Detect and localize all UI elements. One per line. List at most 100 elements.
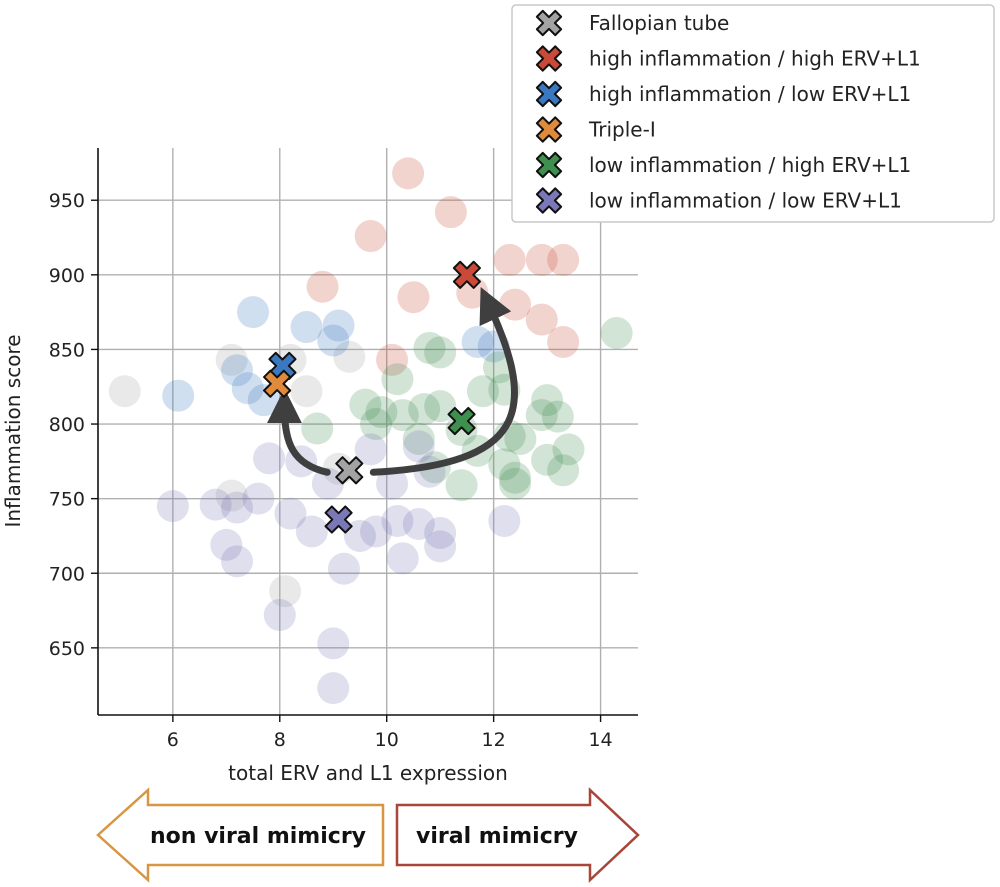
- y-tick-label: 900: [49, 265, 85, 287]
- non-viral-mimicry-label: non viral mimicry: [150, 824, 366, 849]
- data-point-high-inflammation-low-erv-l1: [290, 311, 323, 344]
- data-point-low-inflammation-low-erv-l1: [199, 488, 232, 521]
- data-point-low-inflammation-low-erv-l1: [221, 491, 254, 524]
- y-tick-label: 950: [49, 190, 85, 212]
- data-point-high-inflammation-high-erv-l1: [354, 220, 387, 253]
- data-point-low-inflammation-low-erv-l1: [354, 433, 387, 466]
- data-point-low-inflammation-high-erv-l1: [381, 363, 414, 396]
- data-point-low-inflammation-low-erv-l1: [376, 467, 409, 500]
- non-viral-mimicry-arrow: non viral mimicry: [96, 787, 385, 883]
- data-point-high-inflammation-low-erv-l1: [237, 296, 270, 329]
- centroid-marker-triple-i: [263, 369, 292, 398]
- data-point-fallopian-tube: [215, 343, 248, 376]
- transition-arrows: [266, 287, 518, 476]
- axes: [97, 148, 638, 716]
- non-viral-mimicry-arrow-shape: [96, 787, 385, 883]
- legend-marker-triple-i: [535, 116, 563, 143]
- data-point-low-inflammation-high-erv-l1: [531, 384, 564, 417]
- legend-label-low-inflammation-high-erv-l1: low inflammation / high ERV+L1: [589, 153, 911, 177]
- legend-box: [511, 4, 995, 223]
- data-point-low-inflammation-high-erv-l1: [402, 422, 435, 455]
- data-point-low-inflammation-low-erv-l1: [295, 515, 328, 548]
- viral-mimicry-label: viral mimicry: [416, 824, 578, 849]
- viral-mimicry-arrow-shape: [395, 787, 640, 883]
- data-point-low-inflammation-low-erv-l1: [381, 505, 414, 538]
- data-point-low-inflammation-low-erv-l1: [242, 482, 275, 515]
- centroid-marker-fallopian-tube: [335, 456, 364, 485]
- legend-label-high-inflammation-low-erv-l1: high inflammation / low ERV+L1: [589, 82, 911, 106]
- data-point-fallopian-tube: [215, 479, 248, 512]
- legend-marker-high-inflammation-low-erv-l1: [535, 80, 563, 108]
- data-point-low-inflammation-high-erv-l1: [531, 443, 564, 476]
- legend-marker-low-inflammation-high-erv-l1: [535, 151, 563, 179]
- data-point-low-inflammation-high-erv-l1: [349, 388, 382, 421]
- data-point-low-inflammation-low-erv-l1: [311, 467, 344, 500]
- data-point-low-inflammation-low-erv-l1: [221, 545, 254, 578]
- data-point-fallopian-tube: [290, 375, 323, 408]
- data-point-low-inflammation-low-erv-l1: [263, 599, 296, 632]
- x-tick-label: 8: [274, 729, 286, 751]
- data-point-low-inflammation-low-erv-l1: [253, 442, 286, 475]
- data-point-high-inflammation-low-erv-l1: [162, 379, 195, 412]
- data-point-low-inflammation-high-erv-l1: [499, 461, 532, 494]
- data-point-low-inflammation-high-erv-l1: [541, 400, 574, 433]
- data-point-high-inflammation-high-erv-l1: [525, 243, 558, 276]
- data-point-low-inflammation-low-erv-l1: [317, 672, 350, 705]
- transition-arrow-high-inflammation-high-erv-l1: [369, 287, 518, 476]
- data-point-low-inflammation-high-erv-l1: [600, 317, 633, 350]
- x-tick-label: 10: [375, 729, 399, 751]
- data-point-low-inflammation-low-erv-l1: [343, 519, 376, 552]
- data-point-low-inflammation-high-erv-l1: [424, 336, 457, 369]
- data-point-high-inflammation-high-erv-l1: [376, 343, 409, 376]
- tick-labels: 6 8 10 12 14 650 700 750 800 850 900 950: [49, 190, 613, 751]
- data-point-low-inflammation-high-erv-l1: [525, 399, 558, 432]
- data-point-low-inflammation-high-erv-l1: [547, 454, 580, 487]
- data-point-high-inflammation-high-erv-l1: [547, 243, 580, 276]
- centroid-marker-low-inflammation-high-erv-l1: [447, 406, 476, 436]
- data-point-low-inflammation-low-erv-l1: [327, 552, 360, 585]
- data-point-high-inflammation-high-erv-l1: [306, 270, 339, 303]
- viral-mimicry-arrow: viral mimicry: [395, 787, 640, 883]
- grid: [98, 148, 638, 715]
- data-point-low-inflammation-low-erv-l1: [402, 430, 435, 463]
- legend-marker-fallopian-tube: [535, 9, 563, 37]
- data-points: [108, 157, 633, 705]
- centroid-marker-low-inflammation-low-erv-l1: [324, 505, 353, 534]
- data-point-low-inflammation-low-erv-l1: [274, 497, 307, 530]
- data-point-high-inflammation-high-erv-l1: [392, 157, 425, 190]
- data-point-high-inflammation-high-erv-l1: [547, 325, 580, 358]
- data-point-fallopian-tube: [269, 575, 302, 608]
- data-point-high-inflammation-low-erv-l1: [461, 325, 494, 358]
- data-point-low-inflammation-high-erv-l1: [499, 467, 532, 500]
- data-point-low-inflammation-low-erv-l1: [210, 528, 243, 561]
- data-point-high-inflammation-low-erv-l1: [317, 324, 350, 357]
- data-point-low-inflammation-low-erv-l1: [424, 530, 457, 563]
- x-tick-label: 14: [588, 729, 612, 751]
- data-point-low-inflammation-high-erv-l1: [552, 433, 585, 466]
- legend-label-fallopian-tube: Fallopian tube: [589, 11, 729, 35]
- legend-marker-high-inflammation-high-erv-l1: [535, 45, 563, 72]
- legend-label-low-inflammation-low-erv-l1: low inflammation / low ERV+L1: [589, 189, 902, 213]
- legend-label-high-inflammation-high-erv-l1: high inflammation / high ERV+L1: [589, 47, 921, 71]
- x-tick-label: 12: [482, 729, 506, 751]
- data-point-fallopian-tube: [333, 340, 366, 373]
- centroid-markers: [263, 260, 481, 534]
- data-point-high-inflammation-high-erv-l1: [434, 196, 467, 229]
- x-axis-label: total ERV and L1 expression: [228, 761, 508, 785]
- data-point-low-inflammation-low-erv-l1: [156, 490, 189, 523]
- x-tick-label: 6: [167, 729, 179, 751]
- data-point-fallopian-tube: [108, 375, 141, 408]
- data-point-low-inflammation-low-erv-l1: [424, 516, 457, 549]
- data-point-low-inflammation-low-erv-l1: [402, 508, 435, 541]
- y-tick-label: 750: [49, 489, 85, 511]
- data-point-high-inflammation-low-erv-l1: [322, 309, 355, 342]
- data-point-low-inflammation-high-erv-l1: [445, 469, 478, 502]
- y-axis-label: Inflammation score: [1, 334, 25, 527]
- data-point-low-inflammation-low-erv-l1: [386, 542, 419, 575]
- data-point-high-inflammation-high-erv-l1: [493, 243, 526, 276]
- data-point-high-inflammation-high-erv-l1: [397, 281, 430, 314]
- centroid-marker-high-inflammation-high-erv-l1: [452, 260, 481, 289]
- y-tick-label: 650: [49, 638, 85, 660]
- data-point-low-inflammation-high-erv-l1: [466, 375, 499, 408]
